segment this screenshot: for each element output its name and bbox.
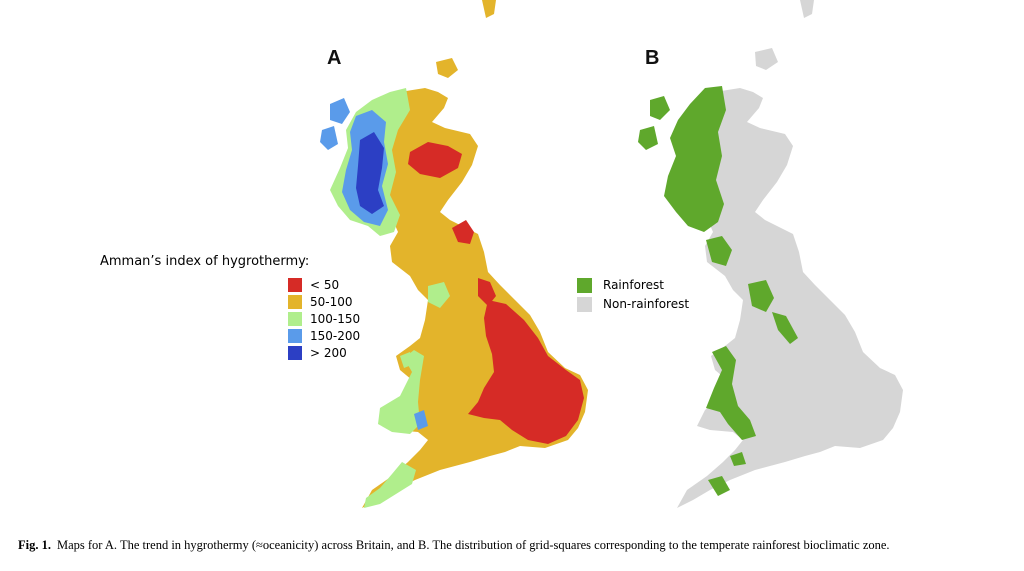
island-anglesey-a xyxy=(400,352,414,368)
hygrothermy-legend: Amman’s index of hygrothermy: < 50 50-10… xyxy=(100,254,360,362)
legend-swatch xyxy=(288,328,302,343)
legend-swatch xyxy=(288,294,302,309)
zone-100-150-wales xyxy=(378,350,424,434)
legend-swatch xyxy=(288,345,302,360)
rainforest-west-islands xyxy=(650,96,670,120)
legend-label: 50-100 xyxy=(310,294,353,309)
zone-150-200-skye xyxy=(320,126,338,150)
rainforest-map-land xyxy=(638,0,903,508)
figure-caption: Fig. 1. Maps for A. The trend in hygrothe… xyxy=(18,538,1018,553)
zone-lt50-pennines xyxy=(478,278,496,306)
rainforest-southwest xyxy=(708,476,730,496)
island-shetland-a xyxy=(482,0,496,18)
hygrothermy-map-land xyxy=(320,0,588,508)
legend-label: > 200 xyxy=(310,345,347,360)
caption-text: Maps for A. The trend in hygrothermy (≈o… xyxy=(56,538,890,552)
zone-lt50-east xyxy=(468,300,584,444)
rainforest-pennines xyxy=(772,312,798,344)
zone-150-200-wales xyxy=(414,410,428,430)
legend-label: Non-rainforest xyxy=(603,297,690,311)
legend-swatch xyxy=(577,296,592,312)
rainforest-argyll xyxy=(706,236,732,266)
zone-100-150-southwest xyxy=(364,462,416,508)
legend-item-150-200: 150-200 xyxy=(288,328,360,343)
panel-a-label: A xyxy=(327,47,342,69)
figure-number: Fig. 1. xyxy=(18,538,51,552)
legend-swatch xyxy=(288,277,302,292)
legend-item-100-150: 100-150 xyxy=(288,311,360,326)
legend-swatch xyxy=(288,311,302,326)
panel-b-label: B xyxy=(645,47,660,69)
rainforest-cumbria xyxy=(748,280,774,312)
rainforest-legend: Rainforest Non-rainforest xyxy=(577,277,689,315)
legend-swatch xyxy=(577,277,592,293)
legend-item-lt50: < 50 xyxy=(288,277,360,292)
zone-lt50-fife xyxy=(452,220,474,244)
legend-label: < 50 xyxy=(310,277,340,292)
legend-label: 100-150 xyxy=(310,311,361,326)
zone-150-200-islands xyxy=(330,98,350,124)
island-orkney-a xyxy=(436,58,458,78)
legend-item-rainforest: Rainforest xyxy=(577,277,689,293)
rainforest-wales xyxy=(706,346,756,440)
rainforest-skye xyxy=(638,126,658,150)
legend-item-gt200: > 200 xyxy=(288,345,360,360)
legend-label: Rainforest xyxy=(603,278,664,292)
legend-title: Amman’s index of hygrothermy: xyxy=(100,254,310,269)
island-orkney-b xyxy=(755,48,778,70)
zone-gt200-core xyxy=(356,132,384,214)
zone-100-150-cumbria xyxy=(428,282,450,308)
rainforest-highlands xyxy=(664,86,726,232)
zone-lt50-grampian xyxy=(408,142,462,178)
legend-item-50-100: 50-100 xyxy=(288,294,360,309)
rainforest-devon xyxy=(730,452,746,466)
island-shetland-b xyxy=(800,0,814,18)
legend-label: 150-200 xyxy=(310,328,361,343)
legend-item-non-rainforest: Non-rainforest xyxy=(577,296,689,312)
